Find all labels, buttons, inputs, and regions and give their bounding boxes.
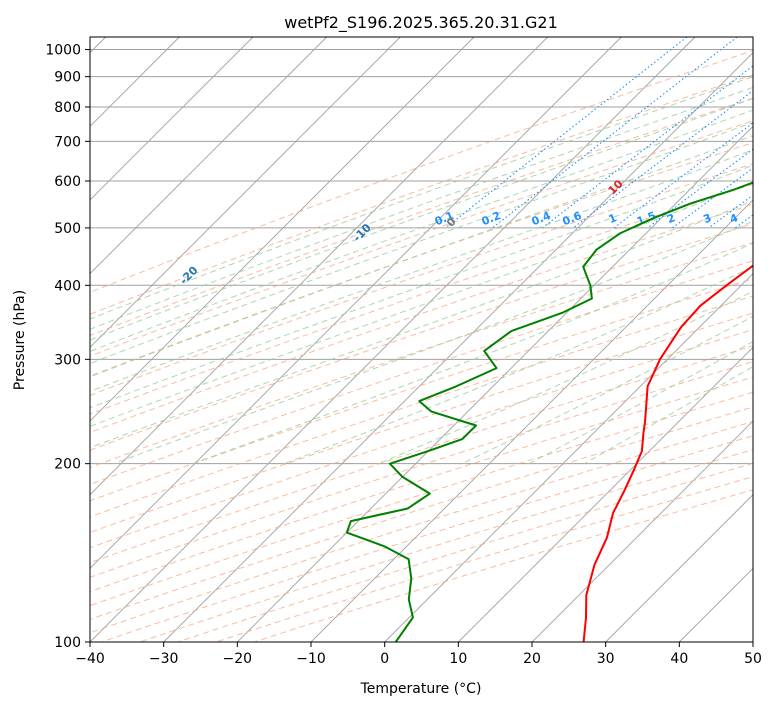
mixing-ratio-line	[672, 167, 753, 229]
x-tick-label: −40	[75, 651, 105, 667]
isotherm-line	[752, 641, 753, 642]
temperature-profile-line	[582, 264, 753, 642]
x-tick-label: −10	[296, 651, 326, 667]
moist-adiabat	[90, 164, 753, 409]
y-tick-label: 700	[54, 134, 81, 150]
isotherm-line	[458, 346, 753, 642]
x-tick-label: 0	[380, 651, 389, 667]
y-tick-label: 900	[54, 70, 81, 86]
isotherm-line	[237, 125, 753, 642]
dry-adiabat	[90, 223, 753, 451]
plot-area	[90, 37, 753, 642]
y-tick-label: 300	[54, 352, 81, 368]
dry-adiabat	[90, 329, 753, 549]
isotherm-line	[531, 420, 753, 642]
moist-adiabat	[283, 266, 753, 465]
moist-adiabat	[90, 109, 753, 352]
moist-adiabat	[461, 315, 753, 465]
dry-adiabat	[90, 50, 753, 293]
dry-adiabat	[90, 391, 753, 607]
dry-adiabat	[90, 163, 753, 396]
mixing-ratio-line	[492, 37, 738, 229]
isotherm-line	[90, 37, 475, 422]
y-axis: 100 200 300 400 500 600 700 800 900 1000	[45, 43, 90, 651]
dry-adiabat	[90, 120, 753, 357]
x-axis-label: Temperature (°C)	[360, 681, 482, 697]
moist-adiabat	[90, 121, 753, 365]
isotherm-line	[90, 37, 254, 201]
y-tick-label: 600	[54, 174, 81, 190]
isotherm-line	[90, 37, 696, 642]
dry-adiabat	[90, 312, 753, 533]
plot-frame	[89, 36, 754, 643]
moist-adiabat	[90, 181, 753, 427]
x-tick-label: −20	[223, 651, 253, 667]
mixing-ratio-label: 2	[665, 211, 677, 226]
y-tick-label: 1000	[45, 43, 81, 59]
x-tick-label: −30	[149, 651, 179, 667]
moist-adiabat	[192, 242, 753, 465]
dry-adiabat	[90, 142, 753, 377]
isotherm-line	[605, 494, 753, 642]
y-tick-label: 200	[54, 457, 81, 473]
moist-adiabat	[113, 220, 753, 465]
dry-adiabat	[90, 260, 753, 485]
moist-adiabat	[90, 149, 753, 392]
grid-lines: 0.10.20.40.611.52346810131620253036-100-…	[90, 37, 775, 642]
mixing-ratio-line	[542, 65, 753, 229]
chart-title: wetPf2_S196.2025.365.20.31.G21	[284, 13, 558, 33]
moist-adiabat	[90, 76, 753, 320]
dry-adiabat	[90, 278, 753, 502]
isotherm-line	[90, 37, 622, 569]
mixing-ratio-line	[572, 90, 753, 229]
y-tick-label: 400	[54, 278, 81, 294]
moist-adiabat	[90, 200, 753, 449]
y-tick-label: 100	[54, 635, 81, 651]
isotherm-line	[90, 37, 327, 275]
dry-adiabat	[90, 74, 753, 315]
isotherm-line	[90, 37, 401, 348]
isotherm-line	[310, 199, 753, 642]
plot-background	[90, 37, 753, 642]
dry-adiabat	[90, 361, 753, 578]
isotherm-line	[163, 52, 753, 642]
y-axis-label: Pressure (hPa)	[12, 290, 28, 390]
x-axis: −40 −30 −20 −10 0 10 20 30 40 50	[75, 642, 762, 667]
mixing-ratio-label: 6	[767, 211, 775, 226]
moist-adiabat	[90, 135, 753, 378]
series-group	[345, 181, 753, 642]
dewpoint-profile-line	[345, 181, 753, 642]
dry-adiabat	[90, 97, 753, 337]
y-tick-label: 500	[54, 221, 81, 237]
x-tick-label: 20	[523, 651, 541, 667]
isotherm-line	[384, 273, 753, 642]
plot-border	[89, 36, 754, 643]
mixing-ratio-label: 1	[607, 211, 619, 226]
x-tick-label: 30	[597, 651, 615, 667]
mixing-ratio-label: 3	[701, 211, 713, 226]
x-tick-label: 10	[449, 651, 467, 667]
x-tick-label: 50	[744, 651, 762, 667]
y-tick-label: 800	[54, 100, 81, 116]
isotherm-line	[90, 37, 548, 496]
x-tick-label: 40	[670, 651, 688, 667]
